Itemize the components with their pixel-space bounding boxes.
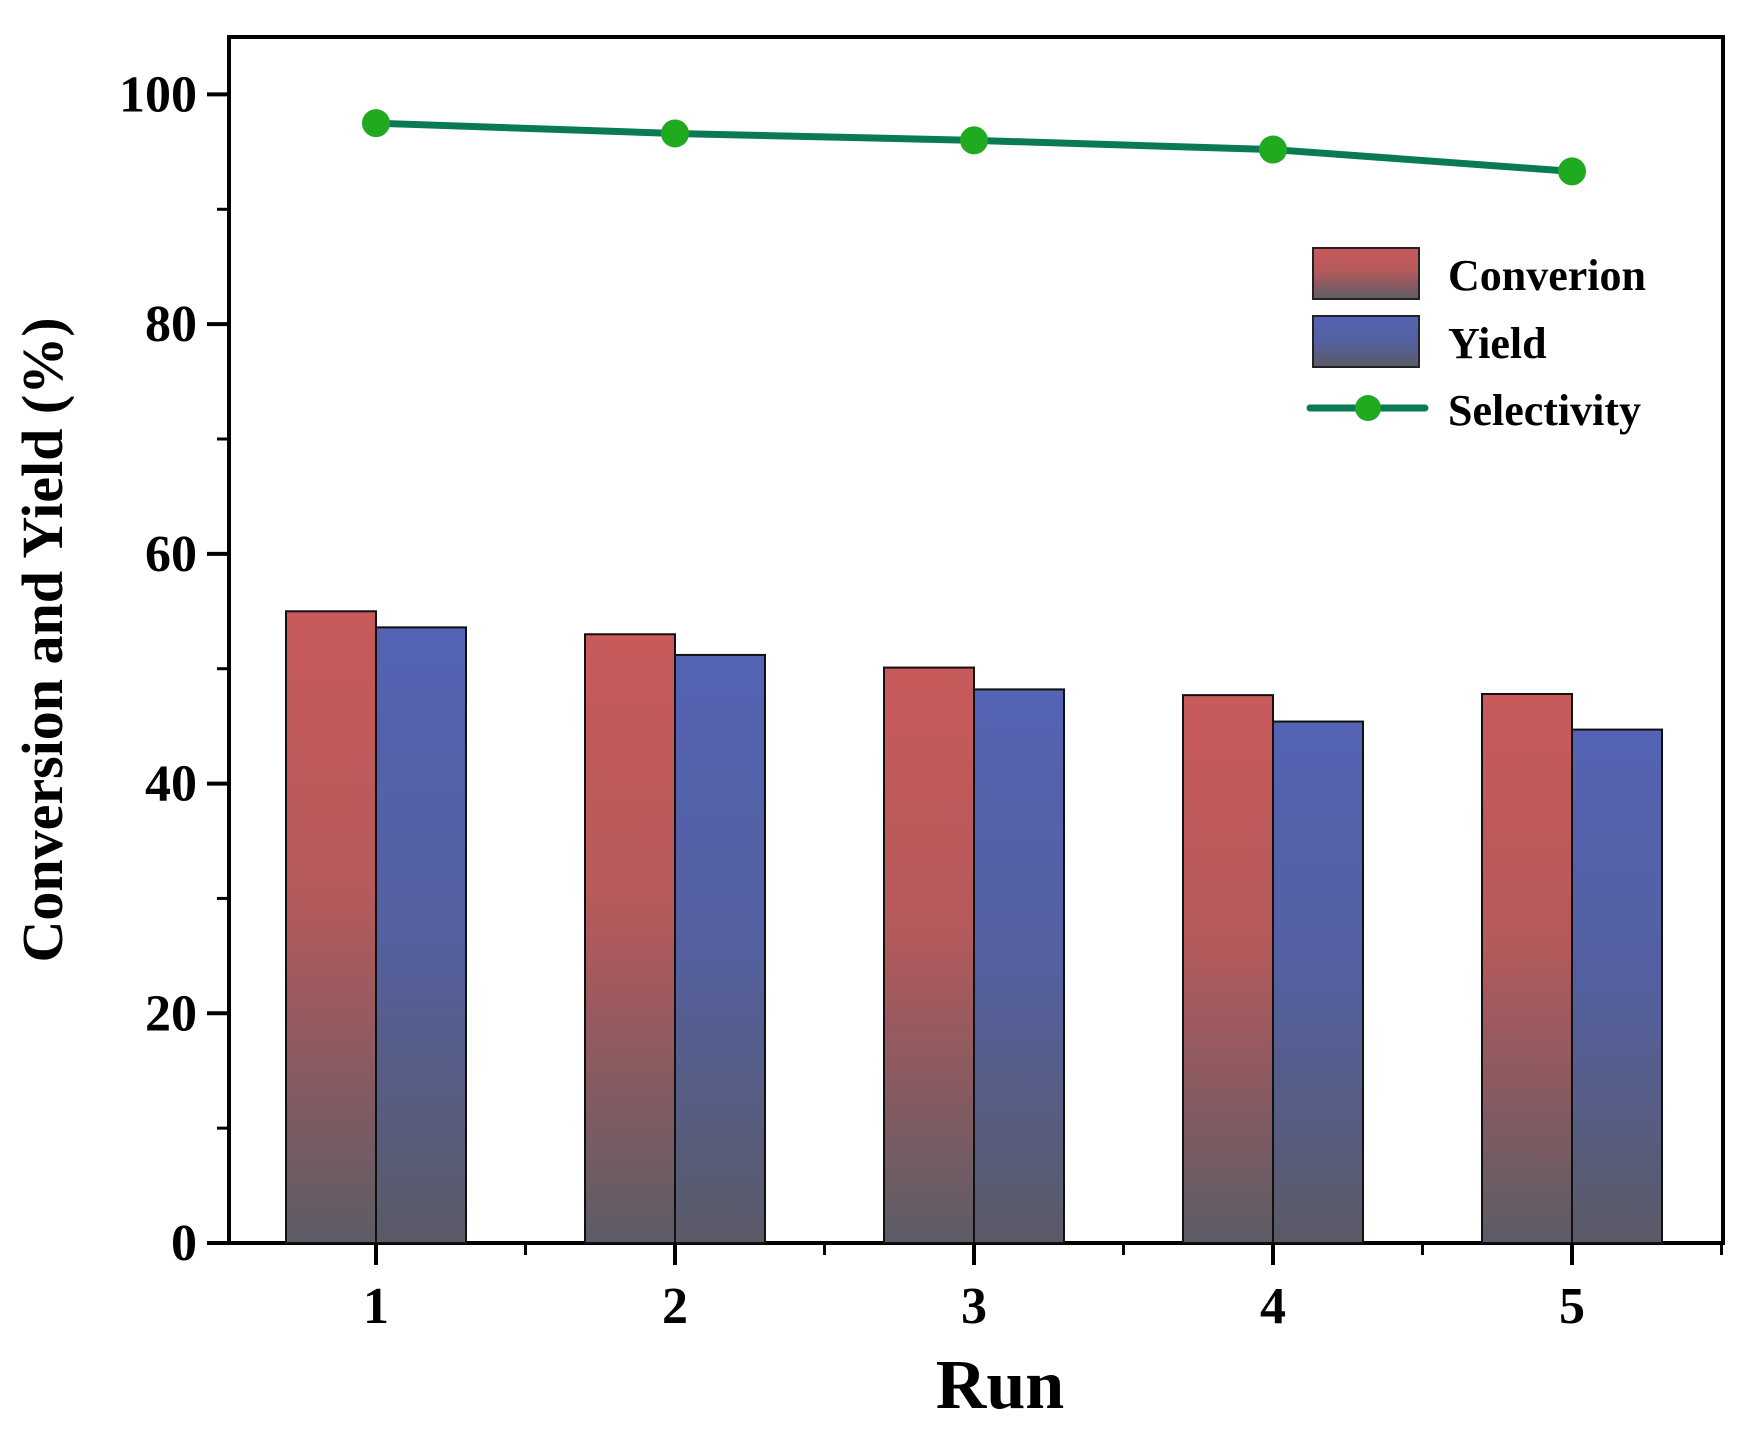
y-tick-label-100: 100 — [119, 66, 197, 123]
bar-converion-run-1 — [285, 610, 377, 1244]
legend: Converion Yield Selectivity — [1306, 247, 1646, 435]
y-tick-label-20: 20 — [145, 985, 197, 1042]
legend-label-yield: Yield — [1448, 319, 1547, 368]
selectivity-line-layer — [362, 109, 1586, 186]
selectivity-point-run-4 — [1259, 135, 1287, 164]
selectivity-point-run-2 — [661, 119, 689, 148]
y-tick-label-0: 0 — [171, 1215, 197, 1272]
bar-yield-run-4 — [1272, 720, 1364, 1244]
bar-converion-run-5 — [1481, 692, 1573, 1244]
bar-converion-run-3 — [883, 666, 975, 1244]
bar-yield-run-3 — [973, 688, 1065, 1244]
selectivity-point-run-3 — [960, 126, 988, 155]
y-tick-label-80: 80 — [145, 296, 197, 353]
x-tick-label-3: 3 — [961, 1278, 987, 1335]
bar-converion-run-4 — [1182, 694, 1274, 1244]
bar-converion-run-2 — [584, 633, 676, 1244]
legend-label-converion: Converion — [1448, 251, 1646, 300]
legend-label-selectivity: Selectivity — [1448, 386, 1641, 435]
legend-marker-selectivity — [1355, 395, 1381, 421]
x-tick-label-2: 2 — [662, 1278, 688, 1335]
bar-yield-run-5 — [1571, 728, 1663, 1244]
bars-layer — [285, 610, 1663, 1244]
y-tick-label-60: 60 — [145, 526, 197, 583]
x-axis-title: Run — [936, 1347, 1064, 1424]
axes-layer: 0 20 40 60 80 100 1 2 3 4 5 — [119, 66, 1723, 1335]
y-tick-label-40: 40 — [145, 756, 197, 813]
selectivity-point-run-1 — [362, 109, 390, 138]
legend-swatch-converion — [1312, 247, 1420, 300]
selectivity-point-run-5 — [1558, 157, 1586, 186]
x-tick-label-4: 4 — [1260, 1278, 1286, 1335]
bar-yield-run-1 — [375, 626, 467, 1244]
legend-swatch-yield — [1312, 315, 1420, 368]
x-tick-label-5: 5 — [1559, 1278, 1585, 1335]
y-axis-title: Conversion and Yield (%) — [10, 317, 75, 962]
x-tick-label-1: 1 — [363, 1278, 389, 1335]
bar-yield-run-2 — [674, 653, 766, 1244]
